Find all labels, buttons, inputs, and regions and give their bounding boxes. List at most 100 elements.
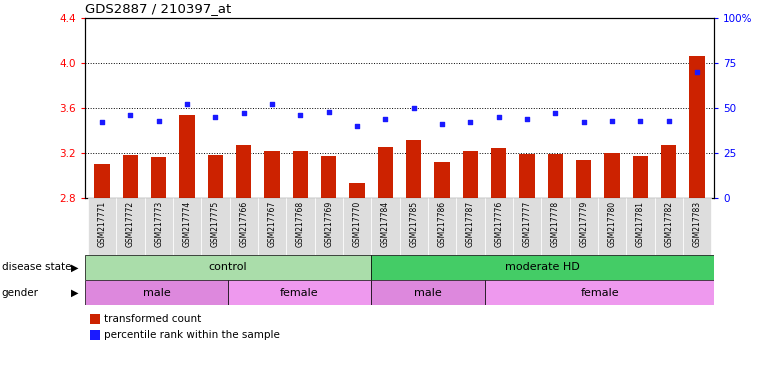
Point — [181, 101, 193, 108]
Point — [549, 110, 561, 116]
Bar — [604, 153, 620, 198]
Point — [408, 105, 420, 111]
Point — [578, 119, 590, 126]
Text: GSM217776: GSM217776 — [494, 201, 503, 247]
FancyBboxPatch shape — [88, 198, 116, 255]
Text: GSM217770: GSM217770 — [352, 201, 362, 247]
Bar — [519, 154, 535, 198]
Text: GSM217771: GSM217771 — [97, 201, 106, 247]
Text: GSM217775: GSM217775 — [211, 201, 220, 247]
Text: GSM217787: GSM217787 — [466, 201, 475, 247]
FancyBboxPatch shape — [230, 198, 258, 255]
Text: GSM217766: GSM217766 — [239, 201, 248, 247]
Bar — [151, 157, 166, 198]
Point — [152, 118, 165, 124]
Bar — [689, 56, 705, 198]
Point — [294, 112, 306, 118]
FancyBboxPatch shape — [371, 255, 714, 280]
FancyBboxPatch shape — [315, 198, 343, 255]
Point — [606, 118, 618, 124]
FancyBboxPatch shape — [457, 198, 485, 255]
Text: ▶: ▶ — [71, 263, 79, 273]
Point — [322, 109, 335, 115]
Bar — [576, 160, 591, 198]
FancyBboxPatch shape — [512, 198, 541, 255]
Text: gender: gender — [2, 288, 38, 298]
Text: moderate HD: moderate HD — [505, 263, 580, 273]
Bar — [208, 155, 223, 198]
Text: ▶: ▶ — [71, 288, 79, 298]
Text: GSM217781: GSM217781 — [636, 201, 645, 247]
Point — [351, 123, 363, 129]
Text: GSM217779: GSM217779 — [579, 201, 588, 247]
Bar — [434, 162, 450, 198]
Bar — [463, 151, 478, 198]
FancyBboxPatch shape — [372, 198, 400, 255]
FancyBboxPatch shape — [201, 198, 230, 255]
Text: transformed count: transformed count — [104, 314, 201, 324]
FancyBboxPatch shape — [85, 280, 228, 305]
Point — [634, 118, 647, 124]
FancyBboxPatch shape — [258, 198, 286, 255]
FancyBboxPatch shape — [286, 198, 315, 255]
Text: GSM217767: GSM217767 — [267, 201, 277, 247]
Bar — [179, 115, 195, 198]
Text: control: control — [208, 263, 247, 273]
Point — [266, 101, 278, 108]
Text: GSM217784: GSM217784 — [381, 201, 390, 247]
Point — [521, 116, 533, 122]
Bar — [633, 156, 648, 198]
FancyBboxPatch shape — [428, 198, 457, 255]
Text: male: male — [142, 288, 170, 298]
Bar — [321, 156, 336, 198]
FancyBboxPatch shape — [228, 280, 371, 305]
Bar — [378, 147, 393, 198]
FancyBboxPatch shape — [173, 198, 201, 255]
FancyBboxPatch shape — [343, 198, 372, 255]
Bar — [293, 151, 308, 198]
Text: GSM217773: GSM217773 — [154, 201, 163, 247]
Text: male: male — [414, 288, 442, 298]
Point — [464, 119, 476, 126]
FancyBboxPatch shape — [683, 198, 711, 255]
Text: GSM217780: GSM217780 — [607, 201, 617, 247]
Bar — [349, 184, 365, 198]
FancyBboxPatch shape — [569, 198, 597, 255]
Bar — [236, 145, 251, 198]
Bar — [123, 155, 138, 198]
Point — [691, 69, 703, 75]
Text: disease state: disease state — [2, 263, 71, 273]
FancyBboxPatch shape — [626, 198, 654, 255]
FancyBboxPatch shape — [485, 198, 512, 255]
Point — [379, 116, 391, 122]
Text: GSM217786: GSM217786 — [437, 201, 447, 247]
Text: GSM217777: GSM217777 — [522, 201, 532, 247]
Point — [124, 112, 136, 118]
FancyBboxPatch shape — [116, 198, 145, 255]
Bar — [264, 151, 280, 198]
Point — [436, 121, 448, 127]
Point — [209, 114, 221, 120]
Text: GSM217782: GSM217782 — [664, 201, 673, 247]
Bar — [406, 139, 421, 198]
Point — [96, 119, 108, 126]
FancyBboxPatch shape — [486, 280, 714, 305]
FancyBboxPatch shape — [371, 280, 486, 305]
Text: GSM217783: GSM217783 — [692, 201, 702, 247]
Text: GSM217768: GSM217768 — [296, 201, 305, 247]
FancyBboxPatch shape — [400, 198, 428, 255]
Bar — [661, 145, 676, 198]
FancyBboxPatch shape — [145, 198, 173, 255]
Bar — [491, 149, 506, 198]
Text: GSM217769: GSM217769 — [324, 201, 333, 247]
Text: female: female — [581, 288, 619, 298]
FancyBboxPatch shape — [597, 198, 626, 255]
Point — [493, 114, 505, 120]
Text: GSM217772: GSM217772 — [126, 201, 135, 247]
FancyBboxPatch shape — [654, 198, 683, 255]
Point — [237, 110, 250, 116]
Text: GSM217785: GSM217785 — [409, 201, 418, 247]
Bar — [548, 154, 563, 198]
Text: GDS2887 / 210397_at: GDS2887 / 210397_at — [85, 2, 231, 15]
Point — [663, 118, 675, 124]
